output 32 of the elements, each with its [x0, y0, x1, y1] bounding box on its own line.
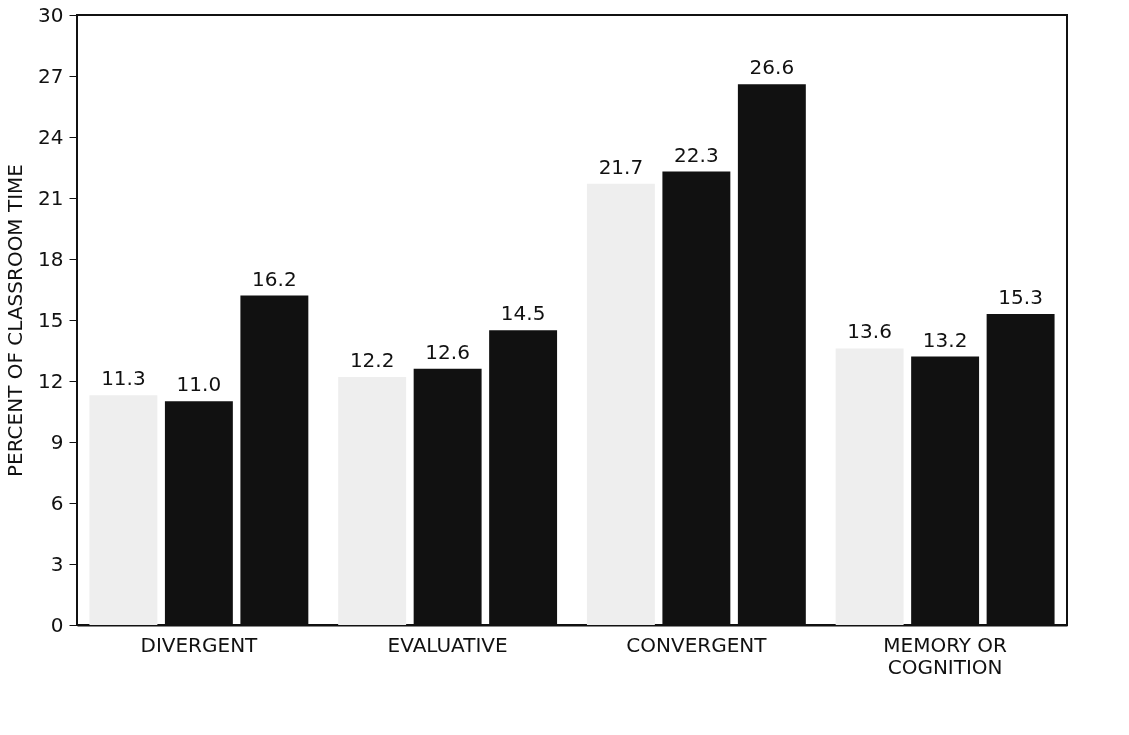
y-tick-label: 6 — [50, 490, 64, 515]
data-label: 22.3 — [674, 142, 719, 167]
bar — [586, 183, 655, 625]
data-label: 13.6 — [847, 319, 892, 344]
bar — [338, 376, 407, 625]
data-label: 16.2 — [252, 266, 297, 291]
data-label: 12.2 — [349, 347, 395, 372]
y-tick-label: 15 — [38, 307, 64, 332]
data-label: 26.6 — [749, 55, 795, 80]
y-tick-label: 21 — [38, 185, 64, 210]
bar — [89, 395, 158, 625]
data-label: 15.3 — [998, 284, 1043, 309]
x-tick-label: EVALUATIVE — [387, 632, 508, 657]
data-label: 13.2 — [922, 327, 968, 352]
x-tick-label: CONVERGENT — [626, 632, 768, 657]
y-tick-label: 18 — [38, 246, 64, 271]
data-label: 14.5 — [500, 301, 546, 326]
data-label: 11.0 — [176, 372, 222, 397]
y-tick-label: 30 — [38, 2, 64, 27]
data-label: 11.3 — [101, 366, 146, 391]
y-tick-label: 3 — [50, 551, 64, 576]
y-axis-title: PERCENT OF CLASSROOM TIME — [3, 164, 28, 477]
y-tick-label: 24 — [38, 124, 64, 149]
y-tick-label: 27 — [38, 63, 64, 88]
bar — [835, 348, 904, 625]
y-tick-label: 0 — [50, 612, 64, 637]
y-tick-label: 12 — [38, 368, 64, 393]
y-tick-label: 9 — [50, 429, 64, 454]
data-label: 21.7 — [598, 154, 644, 179]
x-tick-label: MEMORY OR COGNITION — [883, 632, 1008, 679]
data-label: 12.6 — [425, 339, 470, 364]
x-tick-label: DIVERGENT — [140, 632, 259, 657]
